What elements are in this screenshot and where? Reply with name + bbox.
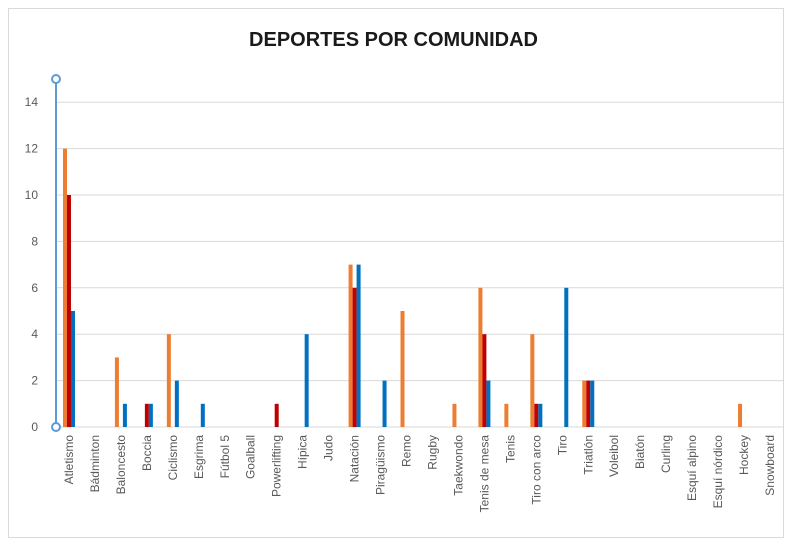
gridlines	[56, 101, 783, 428]
bar	[482, 334, 487, 427]
bar	[534, 403, 539, 427]
bar	[538, 403, 543, 427]
x-tick-label: Tenis de mesa	[477, 435, 491, 513]
x-tick-label: Taekwondo	[451, 435, 465, 496]
bar	[62, 148, 67, 427]
y-tick-label: 10	[25, 188, 39, 202]
bar	[530, 334, 535, 427]
bar	[70, 311, 75, 427]
bar	[348, 264, 353, 427]
bar	[148, 403, 153, 427]
x-tick-label: Baloncesto	[114, 435, 128, 495]
x-tick-label: Hockey	[737, 435, 751, 475]
bar	[486, 380, 491, 427]
x-tick-label: Ciclismo	[166, 435, 180, 481]
x-tick-label: Esquí alpino	[685, 435, 699, 501]
x-tick-label: Piragüismo	[374, 435, 388, 495]
bar	[174, 380, 179, 427]
bar	[304, 334, 309, 427]
x-tick-label: Voleibol	[607, 435, 621, 477]
x-axis-labels: Atletismo Bádminton Baloncesto Boccia Ciclis…	[62, 435, 777, 513]
x-tick-label: Triatlón	[581, 435, 595, 475]
bar	[738, 403, 743, 427]
x-tick-label: Curling	[659, 435, 673, 473]
bar	[352, 287, 357, 427]
x-tick-label: Atletismo	[62, 435, 76, 485]
y-axis-ticks: 0 2 4 6 8 10 12 14	[25, 95, 39, 434]
bar	[504, 403, 509, 427]
bar	[166, 334, 171, 427]
bar	[586, 380, 591, 427]
x-tick-label: Powerlifting	[270, 435, 284, 497]
x-tick-label: Judo	[322, 435, 336, 461]
bar	[66, 195, 71, 427]
bar	[590, 380, 595, 427]
x-tick-label: Rugby	[425, 435, 439, 470]
y-tick-label: 4	[31, 327, 38, 341]
y-tick-label: 6	[31, 281, 38, 295]
bar	[144, 403, 149, 427]
chart-title: DEPORTES POR COMUNIDAD	[249, 29, 538, 51]
x-tick-label: Snowboard	[763, 435, 777, 496]
y-tick-label: 2	[31, 374, 38, 388]
y-axis[interactable]	[51, 74, 61, 432]
y-tick-label: 8	[31, 234, 38, 248]
bar	[582, 380, 587, 427]
bar	[356, 264, 361, 427]
x-tick-label: Bádminton	[88, 435, 102, 492]
bar	[452, 403, 457, 427]
bar	[564, 287, 569, 427]
x-tick-label: Biatón	[633, 435, 647, 469]
bar	[400, 311, 405, 427]
x-tick-label: Tiro con arco	[529, 435, 543, 505]
axis-handle[interactable]	[51, 422, 61, 432]
x-tick-label: Remo	[400, 435, 414, 467]
x-tick-label: Natación	[348, 435, 362, 482]
x-tick-label: Esgrima	[192, 435, 206, 479]
x-tick-label: Tenis	[503, 435, 517, 463]
x-tick-label: Fútbol 5	[218, 435, 232, 479]
bars	[62, 148, 743, 427]
y-tick-label: 0	[31, 420, 38, 434]
bar	[382, 380, 387, 427]
x-tick-label: Tiro	[555, 435, 569, 456]
bar	[122, 403, 127, 427]
bar	[114, 357, 119, 427]
x-tick-label: Boccia	[140, 435, 154, 471]
bar	[478, 287, 483, 427]
x-tick-label: Hípica	[296, 435, 310, 469]
x-tick-label: Esquí nórdico	[711, 435, 725, 509]
chart-frame	[8, 8, 784, 538]
y-tick-label: 14	[25, 95, 39, 109]
bar	[274, 403, 279, 427]
x-tick-label: Goalball	[244, 435, 258, 479]
y-tick-label: 12	[25, 142, 39, 156]
axis-handle[interactable]	[51, 74, 61, 84]
bar	[200, 403, 205, 427]
